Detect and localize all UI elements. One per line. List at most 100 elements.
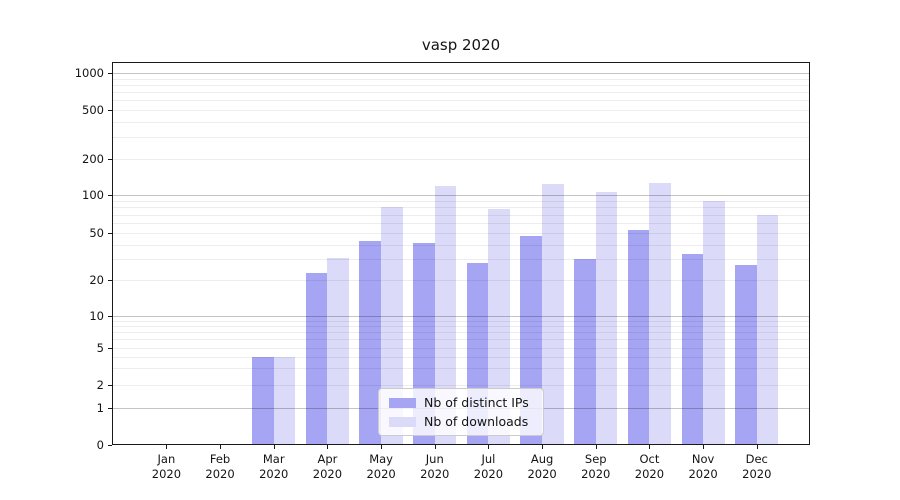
y-tick-mark bbox=[108, 385, 112, 386]
y-tick-mark bbox=[108, 280, 112, 281]
year-label: 2020 bbox=[151, 467, 182, 481]
x-tick-mark bbox=[488, 445, 490, 449]
bar-distinct-ips-apr bbox=[305, 272, 328, 444]
minor-gridline-4 bbox=[113, 356, 809, 358]
year-label: 2020 bbox=[688, 467, 718, 481]
minor-gridline-500 bbox=[113, 110, 809, 111]
bar-distinct-ips-may bbox=[359, 240, 382, 444]
x-tick-mark bbox=[595, 445, 597, 449]
y-tick-mark bbox=[108, 347, 112, 349]
y-tick-label: 0 bbox=[96, 438, 104, 452]
y-tick-label: 5 bbox=[96, 340, 104, 355]
year-label: 2020 bbox=[581, 467, 611, 481]
major-gridline-1000 bbox=[113, 73, 809, 74]
year-label: 2020 bbox=[473, 467, 504, 481]
minor-gridline-800 bbox=[113, 84, 809, 86]
x-tick-label-jun: Jun 2020 bbox=[405, 452, 465, 482]
minor-gridline-200 bbox=[113, 159, 809, 160]
minor-gridline-9 bbox=[113, 320, 809, 322]
y-tick-mark bbox=[108, 73, 112, 74]
year-label: 2020 bbox=[205, 467, 235, 481]
plot-area bbox=[112, 62, 810, 445]
legend-label: Nb of downloads bbox=[424, 414, 529, 429]
y-tick-label: 2 bbox=[96, 378, 104, 392]
year-label: 2020 bbox=[742, 467, 772, 481]
y-tick-mark bbox=[108, 195, 112, 196]
minor-gridline-400 bbox=[113, 121, 809, 123]
minor-gridline-8 bbox=[113, 325, 809, 327]
x-tick-mark bbox=[166, 445, 168, 449]
x-tick-mark bbox=[273, 445, 275, 449]
y-tick-mark bbox=[108, 159, 112, 160]
x-tick-mark bbox=[381, 445, 383, 449]
minor-gridline-600 bbox=[113, 100, 809, 102]
minor-gridline-700 bbox=[113, 92, 809, 94]
year-label: 2020 bbox=[527, 467, 557, 481]
bar-downloads-nov bbox=[703, 200, 725, 444]
bar-distinct-ips-oct bbox=[627, 230, 650, 444]
x-tick-mark bbox=[542, 445, 544, 449]
x-tick-label-dec: Dec 2020 bbox=[727, 452, 787, 482]
major-gridline-100 bbox=[113, 195, 809, 196]
gridlines-layer bbox=[113, 63, 809, 444]
legend-swatch-downloads bbox=[389, 416, 416, 427]
bar-distinct-ips-sep bbox=[574, 259, 596, 444]
x-tick-mark bbox=[434, 445, 436, 449]
month-label: Sep bbox=[584, 452, 607, 466]
month-label: Dec bbox=[745, 452, 768, 466]
bar-downloads-may bbox=[381, 207, 403, 444]
bar-distinct-ips-dec bbox=[735, 264, 757, 444]
minor-gridline-50 bbox=[113, 233, 809, 235]
year-label: 2020 bbox=[366, 467, 396, 481]
bar-distinct-ips-nov bbox=[681, 254, 704, 444]
bar-distinct-ips-mar bbox=[252, 356, 274, 444]
y-tick-mark bbox=[108, 408, 112, 409]
minor-gridline-40 bbox=[113, 244, 809, 246]
minor-gridline-6 bbox=[113, 339, 809, 341]
x-tick-label-jan: Jan 2020 bbox=[136, 452, 196, 482]
minor-gridline-900 bbox=[113, 78, 809, 80]
minor-gridline-60 bbox=[113, 223, 809, 225]
y-tick-label: 500 bbox=[82, 103, 104, 117]
y-tick-label: 10 bbox=[89, 308, 104, 323]
x-tick-mark bbox=[327, 445, 329, 449]
bar-downloads-mar bbox=[273, 356, 296, 444]
x-tick-label-oct: Oct 2020 bbox=[619, 452, 679, 482]
x-tick-mark bbox=[649, 445, 651, 449]
x-tick-label-jul: Jul 2020 bbox=[458, 452, 518, 482]
x-tick-label-nov: Nov 2020 bbox=[673, 452, 733, 482]
year-label: 2020 bbox=[312, 467, 343, 481]
bar-downloads-jul bbox=[488, 209, 510, 444]
y-tick-label: 50 bbox=[89, 226, 104, 241]
y-tick-label: 20 bbox=[89, 273, 104, 287]
month-label: Jan bbox=[157, 452, 176, 466]
year-label: 2020 bbox=[634, 467, 665, 481]
x-tick-label-may: May 2020 bbox=[351, 452, 411, 482]
minor-gridline-80 bbox=[113, 207, 809, 209]
x-tick-mark bbox=[756, 445, 758, 449]
minor-gridline-20 bbox=[113, 280, 809, 281]
x-tick-label-feb: Feb 2020 bbox=[190, 452, 250, 482]
y-tick-mark bbox=[108, 315, 112, 317]
x-tick-label-mar: Mar 2020 bbox=[244, 452, 304, 482]
year-label: 2020 bbox=[420, 467, 450, 481]
minor-gridline-300 bbox=[113, 137, 809, 139]
x-tick-label-aug: Aug 2020 bbox=[512, 452, 572, 482]
bar-downloads-jun bbox=[434, 186, 457, 444]
month-label: Aug bbox=[530, 452, 554, 466]
year-label: 2020 bbox=[259, 467, 289, 481]
minor-gridline-3 bbox=[113, 368, 809, 370]
y-tick-mark bbox=[108, 445, 112, 446]
minor-gridline-7 bbox=[113, 332, 809, 334]
x-tick-mark bbox=[703, 445, 705, 449]
bar-downloads-sep bbox=[595, 192, 618, 444]
legend-label: Nb of distinct IPs bbox=[424, 395, 529, 410]
legend-swatch-distinct-ips bbox=[389, 397, 416, 408]
minor-gridline-30 bbox=[113, 259, 809, 261]
bar-downloads-apr bbox=[327, 257, 349, 444]
bar-downloads-aug bbox=[542, 183, 564, 444]
month-label: Oct bbox=[639, 452, 660, 466]
y-tick-label: 1 bbox=[96, 401, 104, 415]
month-label: Jul bbox=[481, 452, 496, 466]
bar-downloads-oct bbox=[649, 183, 672, 444]
